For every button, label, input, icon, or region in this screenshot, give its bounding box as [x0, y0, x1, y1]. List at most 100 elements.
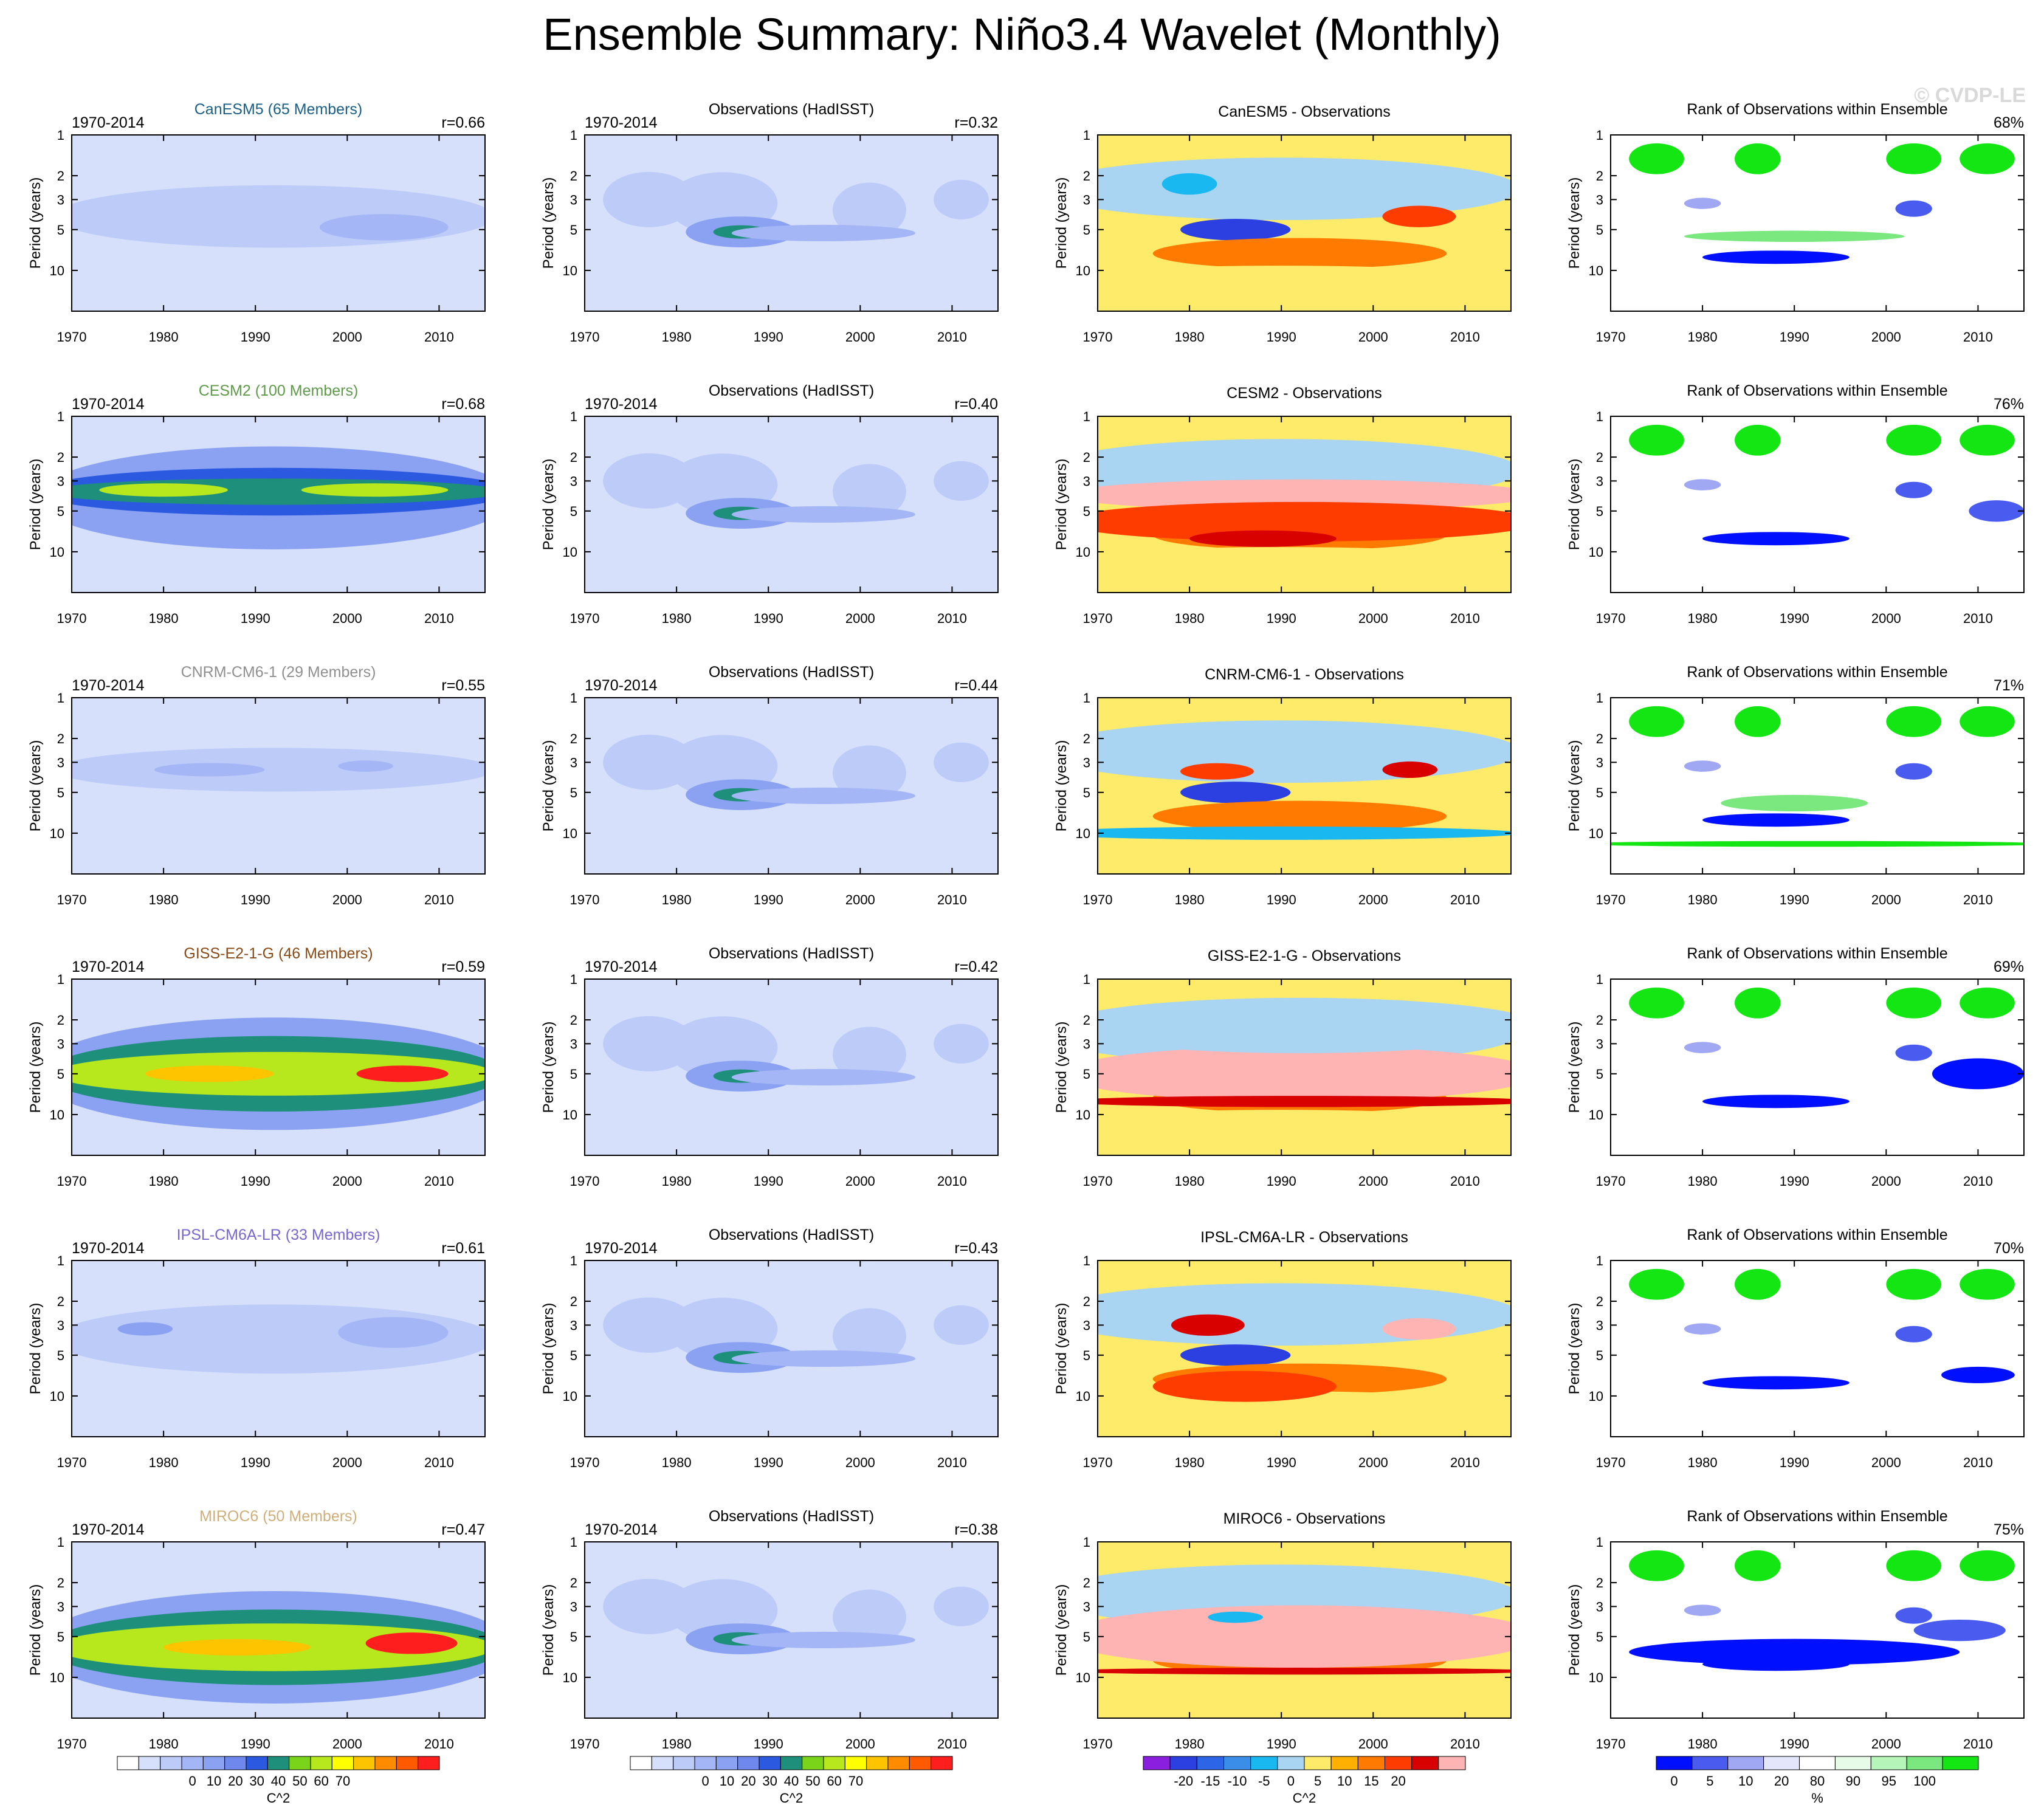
y-tick-label: 2	[57, 1294, 64, 1309]
x-tick-label: 1990	[1267, 611, 1296, 626]
rank-panel: 1 2 3 5 10 1970 1980 1990 2000 2010 Period (years)…	[1566, 1508, 2025, 1752]
colorbar-swatch	[202, 1756, 225, 1770]
y-tick-label: 5	[57, 222, 64, 238]
x-tick-label: 2000	[1358, 892, 1388, 907]
x-tick-label: 2000	[1358, 329, 1388, 345]
x-tick-label: 1970	[1596, 611, 1626, 626]
contour-region	[1702, 250, 1850, 264]
x-tick-label: 2010	[1450, 1174, 1480, 1189]
rank-percent: 76%	[1994, 396, 2024, 413]
observations-title: Observations (HadISST)	[709, 664, 874, 681]
observations-correlation: r=0.43	[954, 1240, 998, 1257]
colorbar-swatch	[353, 1756, 376, 1770]
contour-region	[1886, 987, 1942, 1019]
panel-contours	[1098, 1283, 1511, 1422]
contour-region	[1969, 500, 2024, 522]
colorbar-label: 50	[292, 1773, 307, 1789]
colorbar-swatch	[160, 1756, 182, 1770]
colorbar-swatch	[310, 1756, 332, 1770]
x-tick-label: 1970	[570, 611, 600, 626]
contour-region	[1161, 173, 1217, 195]
y-axis-label: Period (years)	[1566, 459, 1583, 551]
x-tick-label: 2010	[1450, 1455, 1480, 1470]
y-tick-label: 2	[570, 1294, 577, 1309]
panel-frame	[584, 416, 999, 593]
y-tick-label: 1	[57, 1253, 64, 1268]
panel-contours	[1629, 1550, 2015, 1671]
y-axis-label: Period (years)	[1053, 740, 1070, 832]
y-tick-label: 2	[57, 168, 64, 184]
y-tick-label: 10	[50, 263, 64, 278]
y-tick-label: 2	[1083, 168, 1090, 184]
y-tick-label: 5	[1596, 1067, 1603, 1082]
observations-panel: 1 2 3 5 10 1970 1980 1990 2000 2010 Period (years)…	[540, 1508, 999, 1752]
difference-title: GISS-E2-1-G - Observations	[1208, 947, 1401, 965]
y-tick-label: 3	[570, 473, 577, 489]
panel-frame	[71, 697, 486, 875]
colorbar-swatch	[1143, 1756, 1171, 1770]
x-tick-label: 1980	[149, 1736, 179, 1752]
y-tick-label: 1	[570, 409, 577, 424]
contour-region	[1098, 501, 1511, 542]
colorbar-swatch	[1250, 1756, 1278, 1770]
y-tick-label: 3	[1596, 473, 1603, 489]
colorbar-swatch	[1411, 1756, 1439, 1770]
y-tick-label: 2	[1596, 1294, 1603, 1309]
contour-region	[338, 760, 393, 772]
x-tick-label: 2010	[1450, 1736, 1480, 1752]
x-tick-label: 2010	[424, 611, 454, 626]
colorbar-units: %	[1811, 1790, 1823, 1806]
x-tick-label: 1990	[754, 1174, 783, 1189]
panel-frame	[1610, 978, 2025, 1156]
contour-region	[934, 179, 989, 219]
observations-title: Observations (HadISST)	[709, 1508, 874, 1525]
rank-panel: 1 2 3 5 10 1970 1980 1990 2000 2010 Period (years)…	[1566, 945, 2025, 1189]
y-tick-label: 10	[563, 1389, 577, 1404]
panel-frame	[1610, 416, 2025, 593]
panel-frame	[71, 134, 486, 312]
contour-region	[1684, 760, 1721, 772]
panel-contours	[1629, 1268, 2015, 1390]
contour-region	[731, 1350, 915, 1367]
colorbar-swatch	[1942, 1756, 1979, 1770]
contour-region	[72, 1051, 485, 1096]
y-tick-label: 3	[570, 1318, 577, 1333]
colorbar-label: 30	[762, 1773, 777, 1789]
model-title: CNRM-CM6-1 (29 Members)	[181, 664, 376, 681]
observations-correlation: r=0.40	[954, 396, 998, 413]
x-tick-label: 1990	[241, 329, 270, 345]
colorbar-label: 60	[314, 1773, 328, 1789]
y-tick-label: 1	[57, 690, 64, 706]
contour-region	[934, 1305, 989, 1345]
contour-region	[603, 1671, 971, 1683]
contour-region	[117, 1322, 173, 1336]
y-tick-label: 5	[1596, 1629, 1603, 1645]
colorbar-label: 70	[336, 1773, 350, 1789]
x-tick-label: 2010	[937, 1736, 967, 1752]
x-tick-label: 2000	[1358, 1736, 1388, 1752]
x-tick-label: 1980	[662, 1174, 692, 1189]
colorbar-swatch	[1656, 1756, 1693, 1770]
rank-panel: 1 2 3 5 10 1970 1980 1990 2000 2010 Period (years)…	[1566, 382, 2025, 626]
contour-region	[1895, 200, 1932, 217]
x-tick-label: 1970	[1083, 1736, 1113, 1752]
contour-region	[1721, 794, 1868, 811]
observations-correlation: r=0.44	[954, 677, 998, 694]
x-tick-label: 1980	[1688, 1455, 1718, 1470]
contour-region	[356, 1065, 449, 1082]
x-tick-label: 1990	[1267, 1174, 1296, 1189]
y-tick-label: 5	[570, 1348, 577, 1363]
x-tick-label: 1990	[754, 611, 783, 626]
y-tick-label: 2	[1596, 731, 1603, 746]
x-tick-label: 1980	[1688, 892, 1718, 907]
y-tick-label: 3	[1596, 1599, 1603, 1614]
colorbar-swatch	[759, 1756, 781, 1770]
contour-region	[1886, 706, 1942, 737]
y-tick-label: 1	[57, 972, 64, 987]
contour-region	[603, 1390, 971, 1402]
x-tick-label: 1980	[1175, 1455, 1205, 1470]
y-tick-label: 5	[1083, 1067, 1090, 1082]
contour-region	[1098, 547, 1511, 578]
x-tick-label: 1970	[57, 892, 87, 907]
model-title: CanESM5 (65 Members)	[194, 101, 362, 118]
